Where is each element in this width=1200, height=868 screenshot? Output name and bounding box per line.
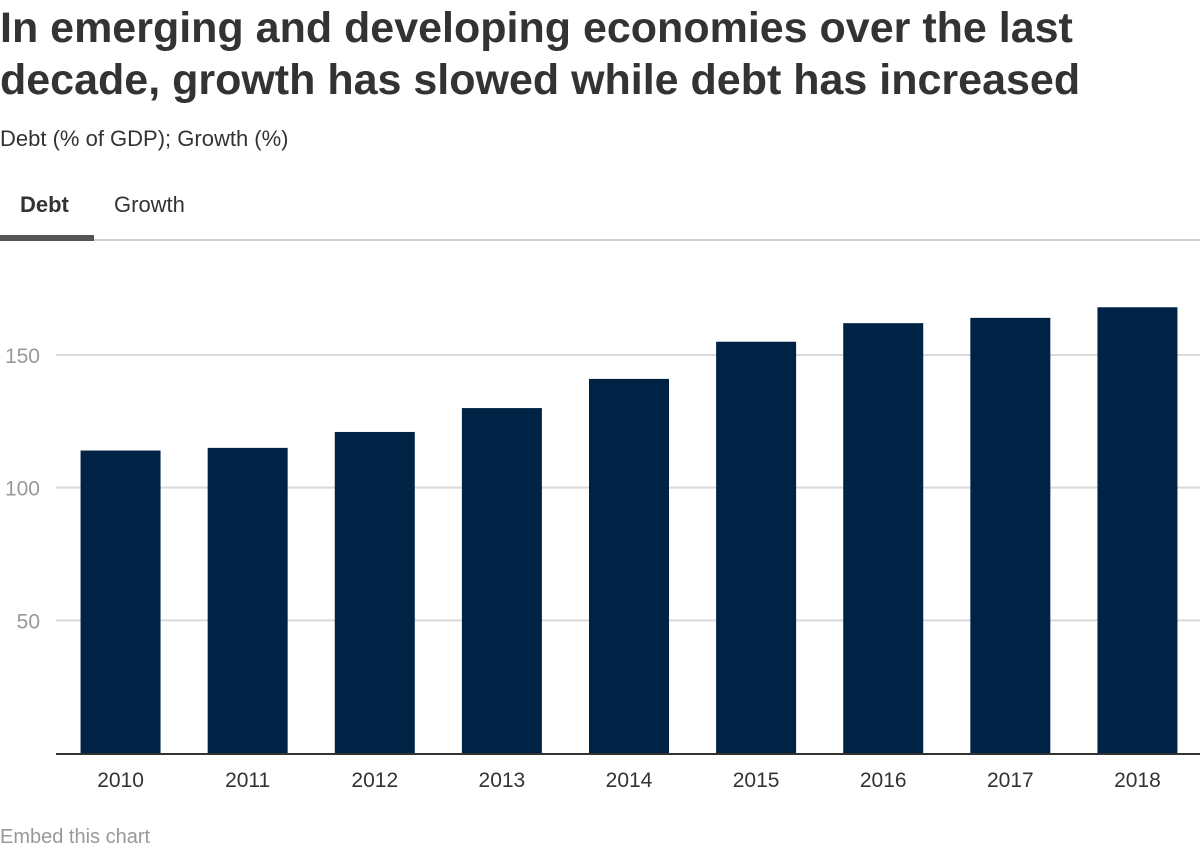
bar-2013[interactable]: [461, 408, 542, 753]
series-tabs: Debt Growth: [0, 178, 1200, 241]
x-axis-ticks: 2010 2011 2012 2013 2014 2015 2016 2017 2018: [97, 769, 1161, 792]
chart-subtitle: Debt (% of GDP); Growth (%): [0, 126, 289, 151]
bar-2012[interactable]: [334, 431, 415, 753]
x-tick-label: 2010: [97, 769, 144, 792]
active-tab-indicator: [0, 235, 94, 241]
y-tick-label: 50: [17, 610, 40, 633]
bar-2017[interactable]: [970, 317, 1051, 753]
x-tick-label: 2014: [606, 769, 653, 792]
tab-growth[interactable]: Growth: [114, 192, 185, 217]
bar-2010[interactable]: [80, 450, 161, 753]
bars: [80, 307, 1178, 753]
x-tick-label: 2018: [1114, 769, 1161, 792]
x-tick-label: 2012: [351, 769, 398, 792]
x-tick-label: 2011: [225, 769, 270, 792]
bar-2016[interactable]: [843, 323, 924, 753]
y-tick-label: 100: [5, 478, 40, 501]
chart-title: In emerging and developing economies ove…: [0, 4, 1081, 104]
bar-2018[interactable]: [1097, 307, 1178, 753]
embed-chart-link[interactable]: Embed this chart: [0, 826, 151, 848]
tab-debt[interactable]: Debt: [20, 192, 69, 217]
x-tick-label: 2015: [733, 769, 780, 792]
x-tick-label: 2017: [987, 769, 1034, 792]
x-tick-label: 2013: [479, 769, 526, 792]
y-axis-ticks: 50 100 150: [5, 345, 40, 633]
bar-2015[interactable]: [716, 341, 797, 753]
x-tick-label: 2016: [860, 769, 907, 792]
y-tick-label: 150: [5, 345, 40, 368]
bar-2014[interactable]: [589, 378, 669, 753]
bar-2011[interactable]: [207, 447, 288, 753]
